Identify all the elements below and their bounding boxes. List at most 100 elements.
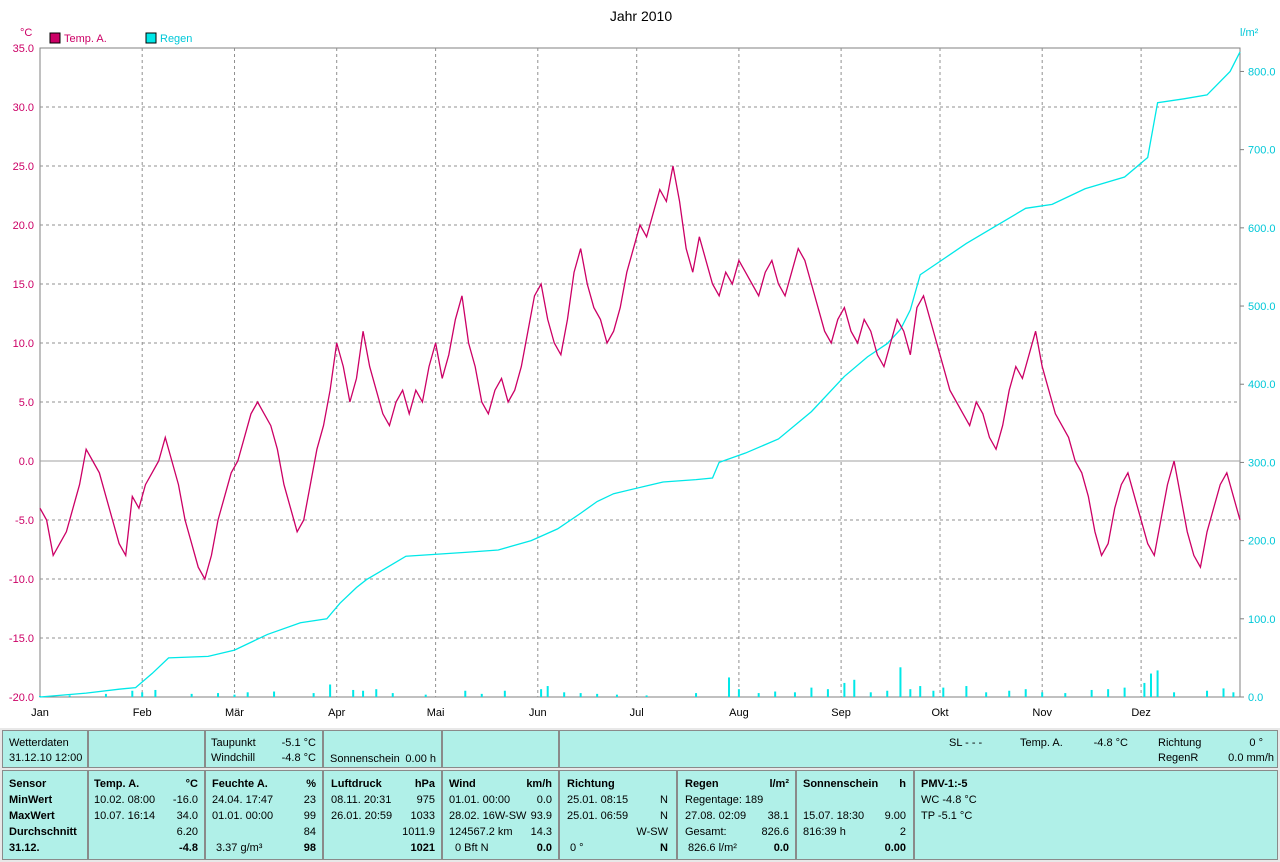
rain-bar bbox=[869, 692, 872, 697]
rain-bar bbox=[540, 689, 543, 697]
rain-bar bbox=[1008, 690, 1011, 697]
rain-bar bbox=[1064, 693, 1067, 697]
sonnenschein-total: 816:39 h bbox=[803, 826, 846, 838]
rain-bar bbox=[843, 682, 846, 697]
feuchte-max-date: 01.01. 00:00 bbox=[212, 810, 274, 822]
rain-bar bbox=[503, 690, 506, 697]
rain-bar bbox=[131, 690, 134, 697]
rain-bar bbox=[645, 695, 648, 697]
rain-bar bbox=[1107, 689, 1110, 697]
x-month-label: Apr bbox=[328, 707, 345, 719]
wind-header: Wind bbox=[449, 778, 476, 790]
feuchte-min-value: 23 bbox=[303, 794, 316, 806]
wind-distance: 124567.2 km bbox=[449, 826, 513, 838]
rain-bar bbox=[1232, 692, 1235, 697]
rain-bar bbox=[329, 684, 332, 697]
rain-bar bbox=[1156, 670, 1159, 697]
axes: 35.0 30.0 25.0 20.0 15.0 10.0 5.0 0.0 -5.0 -10.0 -… bbox=[9, 43, 1276, 719]
rain-bar bbox=[480, 693, 483, 697]
stats-wind: Wind km/h 01.01. 00:00 0.0 28.02. 16W-SW… bbox=[442, 770, 559, 860]
regen-tage: Regentage: 189 bbox=[685, 794, 764, 806]
plot-frame bbox=[39, 47, 1241, 698]
legend: °C Temp. A. Regen l/m² bbox=[20, 27, 1259, 45]
rain-bar bbox=[68, 695, 71, 697]
richtung-min-date: 25.01. 08:15 bbox=[567, 794, 629, 806]
rain-bar bbox=[596, 693, 599, 697]
richtung-max-date: 25.01. 06:59 bbox=[567, 810, 629, 822]
y-left-tick-label: 20.0 bbox=[13, 220, 34, 232]
luftdruck-unit: hPa bbox=[414, 778, 435, 790]
richtung-min-value: N bbox=[660, 794, 668, 806]
y-left-tick-label: 35.0 bbox=[13, 43, 34, 55]
legend-swatch-temp bbox=[49, 32, 61, 44]
richtung-degrees: 0 ° bbox=[570, 842, 584, 854]
sonnenschein-avg-value: 2 bbox=[899, 826, 906, 838]
x-month-label: Jun bbox=[529, 707, 547, 719]
y-left-tick-label: -5.0 bbox=[15, 515, 34, 527]
rain-bar bbox=[352, 689, 355, 697]
luftdruck-header: Luftdruck bbox=[331, 778, 382, 790]
y-right-tick-label: 800.0 bbox=[1248, 66, 1276, 78]
wind-max-value: 93.9 bbox=[530, 810, 552, 822]
y-left-tick-label: 10.0 bbox=[13, 338, 34, 350]
rain-bar bbox=[141, 692, 144, 697]
stats-regen: Regen l/m² Regentage: 189 27.08. 02:09 3… bbox=[677, 770, 796, 860]
luftdruck-avg-value: 1011.9 bbox=[402, 826, 435, 838]
taupunkt-label: Taupunkt bbox=[211, 737, 256, 749]
rain-bar bbox=[312, 693, 315, 697]
richtung-today-value: N bbox=[660, 842, 668, 854]
rain-bar bbox=[233, 694, 236, 697]
luftdruck-min-date: 08.11. 20:31 bbox=[331, 794, 392, 806]
rain-bar bbox=[190, 693, 193, 697]
temp-min-date: 10.02. 08:00 bbox=[94, 794, 156, 806]
series-line-temp bbox=[39, 165, 1241, 581]
series-line-regen bbox=[39, 51, 1241, 698]
regenr-label: RegenR bbox=[1158, 752, 1199, 764]
y-left-tick-label: 0.0 bbox=[19, 456, 34, 468]
stats-sonnenschein: Sonnenschein h 15.07. 18:30 9.00 816:39 … bbox=[796, 770, 914, 860]
x-month-label: Sep bbox=[831, 707, 851, 719]
left-axis-unit: °C bbox=[20, 27, 32, 39]
rain-bar bbox=[1041, 692, 1044, 697]
rain-bar bbox=[1143, 682, 1146, 697]
x-month-label: Aug bbox=[729, 707, 749, 719]
rain-bar bbox=[919, 686, 922, 697]
rain-bar bbox=[362, 690, 365, 697]
regen-header: Regen bbox=[685, 778, 719, 790]
sonnenschein-today-value: 0.00 bbox=[884, 842, 906, 854]
sonnenschein-max-date: 15.07. 18:30 bbox=[803, 810, 865, 822]
sonnenschein-now-value: 0.00 h bbox=[405, 753, 436, 765]
box-empty-1 bbox=[88, 730, 205, 768]
y-left-tick-label: 5.0 bbox=[19, 397, 34, 409]
regen-gesamt-value: 826.6 bbox=[761, 826, 789, 838]
wind-avg-value: 14.3 bbox=[530, 826, 552, 838]
rain-bar bbox=[546, 686, 549, 697]
rain-bar bbox=[965, 686, 968, 697]
rain-bar bbox=[1024, 689, 1027, 697]
sensor-row-min: MinWert bbox=[9, 794, 53, 806]
x-month-label: Nov bbox=[1032, 707, 1052, 719]
y-left-tick-label: -10.0 bbox=[9, 574, 34, 586]
rain-bar bbox=[375, 689, 378, 697]
rain-bar bbox=[695, 693, 698, 697]
sonnenschein-unit: h bbox=[899, 778, 906, 790]
wind-min-value: 0.0 bbox=[536, 794, 552, 806]
stats-feuchte: Feuchte A. % 24.04. 17:47 23 01.01. 00:0… bbox=[205, 770, 323, 860]
pmv-tp: TP -5.1 °C bbox=[921, 810, 973, 822]
feuchte-today-value: 98 bbox=[303, 842, 316, 854]
rain-bar bbox=[774, 691, 777, 697]
box-sonnenschein-now: Sonnenschein 0.00 h bbox=[323, 730, 442, 768]
rain-bar bbox=[853, 679, 856, 697]
stats-luftdruck: Luftdruck hPa 08.11. 20:31 975 26.01. 20… bbox=[323, 770, 442, 860]
rain-bar bbox=[615, 694, 618, 697]
rain-bar bbox=[728, 677, 731, 697]
box-taupunkt: Taupunkt -5.1 °C Windchill -4.8 °C bbox=[205, 730, 323, 768]
temp-min-value: -16.0 bbox=[172, 794, 198, 806]
legend-swatch-regen bbox=[145, 32, 157, 44]
rain-bar bbox=[757, 693, 760, 697]
rain-bar bbox=[1173, 692, 1176, 697]
temp-header: Temp. A. bbox=[94, 778, 140, 790]
richtung-header: Richtung bbox=[567, 778, 615, 790]
rain-bar bbox=[1206, 690, 1209, 697]
y-left-tick-label: 15.0 bbox=[13, 279, 34, 291]
